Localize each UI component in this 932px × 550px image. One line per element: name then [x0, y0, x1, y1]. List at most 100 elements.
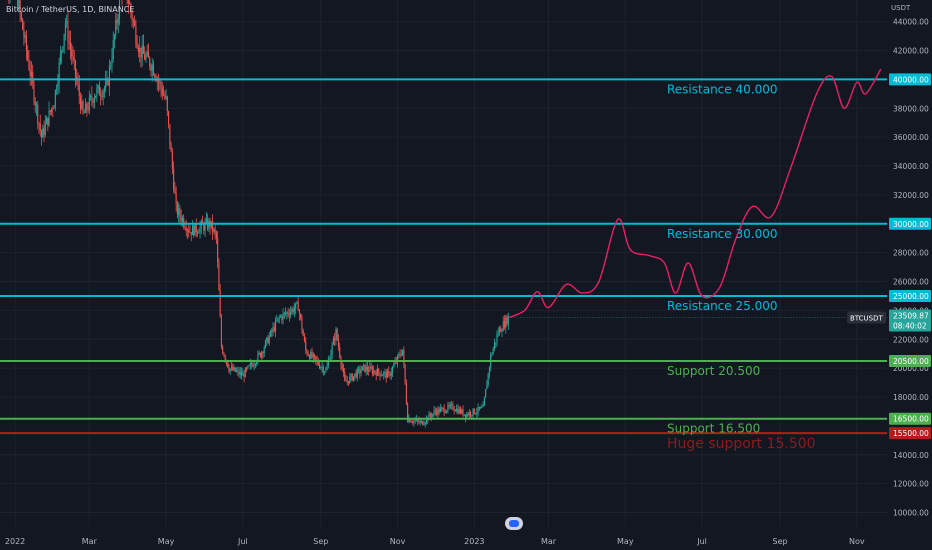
candle-body — [473, 408, 475, 414]
candle-body — [409, 418, 411, 423]
candle-body — [302, 330, 304, 337]
candle-body — [71, 49, 73, 57]
candle-body — [344, 371, 346, 381]
candle-body — [283, 312, 285, 314]
candle-body — [142, 45, 144, 54]
candle-body — [183, 218, 185, 227]
candle-body — [291, 308, 293, 312]
candle-body — [454, 410, 457, 412]
candle-body — [220, 316, 222, 347]
tradingview-logo-icon[interactable] — [505, 517, 523, 530]
candle-body — [342, 368, 345, 372]
candle-body — [166, 96, 168, 112]
candle-body — [303, 336, 306, 342]
candle-body — [17, 0, 19, 8]
candle-body — [451, 404, 453, 406]
candle-body — [117, 18, 119, 23]
candle-body — [425, 417, 428, 423]
candle-body — [327, 360, 329, 366]
countdown-text: 08:40:02 — [893, 322, 927, 331]
candle-body — [366, 366, 368, 371]
candle-body — [161, 88, 163, 96]
candle-body — [339, 347, 341, 357]
y-tick-label: 44000.00 — [893, 18, 929, 27]
candle-body — [254, 364, 256, 365]
candle-body — [205, 219, 207, 223]
x-tick-label: Mar — [82, 537, 98, 546]
x-tick-label: Sep — [773, 537, 788, 546]
candle-body — [433, 410, 435, 414]
candle-body — [98, 85, 100, 96]
candle-body — [256, 361, 258, 365]
candle-body — [296, 302, 298, 304]
y-tick-label: 26000.00 — [893, 278, 929, 287]
candle-body — [390, 372, 392, 376]
level-price-badge — [889, 289, 931, 302]
candle-body — [93, 97, 95, 103]
level-price-text: 16500.00 — [893, 415, 929, 424]
candle-body — [288, 314, 290, 316]
candle-body — [420, 421, 423, 423]
candle-body — [222, 346, 224, 354]
candle-body — [38, 122, 40, 124]
candle-body — [448, 405, 450, 407]
candle-body — [229, 368, 231, 372]
candle-body — [186, 230, 189, 232]
candle-body — [115, 20, 117, 36]
candle-body — [374, 370, 376, 373]
candle-body — [152, 64, 155, 76]
candle-body — [42, 127, 44, 138]
candle-body — [34, 101, 36, 106]
candle-body — [358, 368, 360, 370]
y-tick-label: 42000.00 — [893, 47, 929, 56]
symbol-title: Bitcoin / TetherUS, 1D, BINANCE — [6, 5, 135, 14]
candle-body — [278, 316, 280, 318]
level-label: Resistance 25.000 — [667, 299, 777, 313]
candle-body — [108, 66, 111, 86]
candle-body — [72, 56, 74, 58]
level-price-badge — [889, 217, 931, 230]
candle-body — [62, 46, 64, 51]
candle-body — [470, 412, 472, 416]
candle-body — [495, 342, 497, 344]
candle-body — [83, 112, 85, 114]
x-tick-label: Mar — [541, 537, 557, 546]
candle-body — [39, 123, 41, 131]
candle-body — [400, 354, 402, 356]
candle-body — [381, 375, 384, 377]
candle-body — [290, 311, 292, 316]
candle-body — [399, 354, 401, 356]
candle-body — [235, 371, 238, 372]
candle-body — [492, 348, 494, 355]
candle-body — [30, 71, 33, 76]
candle-body — [441, 407, 443, 409]
candle-body — [74, 60, 77, 77]
candle-body — [185, 228, 187, 232]
candle-body — [369, 366, 371, 372]
candle-body — [101, 96, 103, 98]
x-tick-label: Jul — [696, 537, 707, 546]
candle-body — [57, 82, 59, 90]
price-axis[interactable]: 44000.00 42000.00 38000.00 36000.00 34000.00… — [889, 18, 931, 518]
candle-body — [224, 355, 226, 361]
candle-body — [141, 45, 143, 58]
candle-body — [184, 226, 186, 229]
level-label: Resistance 40.000 — [667, 82, 777, 96]
candle-body — [410, 421, 412, 423]
candle-body — [100, 95, 102, 97]
time-axis[interactable]: 2022 Mar May Jul Sep Nov 2023 Mar May Jul Sep Nov — [5, 537, 865, 546]
level-lines — [0, 78, 887, 435]
candle-body — [336, 329, 338, 340]
candle-body — [293, 308, 295, 313]
candle-body — [352, 375, 355, 381]
candle-body — [295, 303, 297, 309]
x-tick-label: May — [158, 537, 175, 546]
level-label: Support 16.500 — [667, 422, 760, 436]
candle-body — [370, 366, 372, 369]
candle-body — [63, 33, 65, 47]
candle-body — [301, 318, 303, 331]
candle-body — [77, 81, 79, 85]
candle-body — [168, 111, 170, 125]
candle-body — [407, 403, 409, 422]
